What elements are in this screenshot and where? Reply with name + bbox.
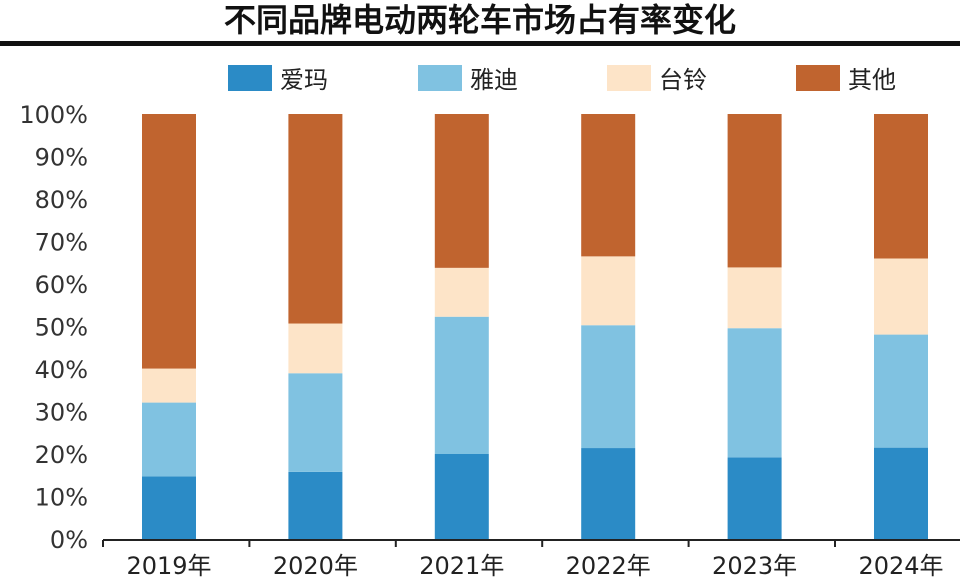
bar-segment (727, 114, 782, 268)
bar-segment (727, 328, 782, 458)
bar-segment (581, 325, 636, 449)
legend-label-1: 雅迪 (470, 66, 518, 94)
y-tick-label: 80% (35, 186, 88, 214)
bar-segment (581, 114, 636, 257)
y-tick-label: 60% (35, 271, 88, 299)
bar-segment (288, 471, 343, 539)
bar-segment (288, 373, 343, 472)
bar-segment (727, 267, 782, 329)
legend-label-3: 其他 (848, 66, 896, 94)
legend-swatch-0 (228, 65, 272, 91)
y-tick-label: 100% (19, 101, 88, 129)
bar-segment (142, 368, 196, 403)
x-tick-label: 2023年 (712, 552, 797, 580)
y-tick-label: 10% (35, 484, 88, 512)
y-tick-label: 50% (35, 314, 88, 342)
y-axis: 0% 10% 20% 30% 40% 50% 60% 70% 80% 90% 100% (19, 101, 88, 554)
title-underline (0, 41, 960, 46)
legend-label-2: 台铃 (659, 66, 707, 94)
y-tick-label: 0% (50, 526, 88, 554)
bar-segment (581, 256, 636, 326)
bar-segment (142, 476, 196, 539)
legend-swatch-1 (418, 65, 462, 91)
y-tick-label: 40% (35, 356, 88, 384)
x-tick-label: 2021年 (419, 552, 504, 580)
y-tick-label: 30% (35, 399, 88, 427)
y-tick-label: 70% (35, 229, 88, 257)
bar-segment (434, 267, 489, 317)
bar-segment (874, 114, 928, 259)
bar-segment (874, 447, 928, 539)
bar-segment (434, 454, 489, 539)
x-tick-label: 2019年 (126, 552, 211, 580)
bar-segment (434, 114, 489, 268)
legend-swatch-2 (607, 65, 651, 91)
bar-segment (727, 457, 782, 539)
bar-segment (581, 448, 636, 539)
x-tick-label: 2022年 (566, 552, 651, 580)
bar-segment (288, 323, 343, 374)
y-tick-label: 90% (35, 144, 88, 172)
x-axis: 2019年 2020年 2021年 2022年 2023年 2024年 (102, 539, 960, 580)
bar-segment (434, 316, 489, 454)
bar-segment (874, 258, 928, 335)
y-tick-label: 20% (35, 441, 88, 469)
bar-segment (142, 402, 196, 477)
chart-title: 不同品牌电动两轮车市场占有率变化 (224, 1, 736, 39)
legend: 爱玛 雅迪 台铃 其他 (228, 65, 896, 94)
x-tick-label: 2024年 (858, 552, 943, 580)
legend-label-0: 爱玛 (280, 66, 328, 94)
x-tick-label: 2020年 (273, 552, 358, 580)
bar-segment (874, 334, 928, 448)
bar-segment (288, 114, 343, 324)
bar-segment (142, 114, 196, 369)
bars (142, 114, 928, 539)
legend-swatch-3 (796, 65, 840, 91)
